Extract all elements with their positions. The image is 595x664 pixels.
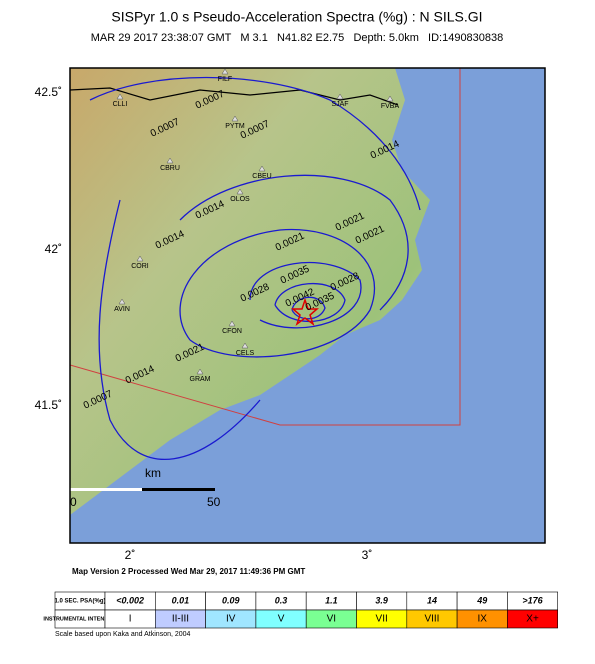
legend-intensity: V [278, 614, 285, 625]
station [258, 165, 266, 172]
legend-psa: >176 [522, 595, 543, 605]
lat-label: 42.5˚ [35, 85, 62, 99]
station [221, 68, 229, 75]
scale-start: 0 [70, 495, 77, 509]
region-outline [70, 68, 461, 426]
scale-note: Scale based upon Kaka and Atkinson, 2004 [55, 631, 191, 638]
contours [89, 76, 421, 460]
legend-psa: <0.002 [116, 595, 144, 605]
station-label: CFON [222, 328, 242, 335]
station [196, 368, 204, 375]
legend-psa: 1.1 [325, 595, 338, 605]
legend-intensity: X+ [526, 614, 539, 625]
title: SISPyr 1.0 s Pseudo-Acceleration Spectra… [111, 9, 482, 25]
station [228, 320, 236, 327]
legend-header: INSTRUMENTAL INTENSITY [43, 616, 116, 622]
station-label: CELS [236, 350, 255, 357]
legend-psa: 0.09 [222, 595, 240, 605]
station-label: CBEU [252, 173, 271, 180]
legend-intensity: VI [327, 614, 336, 625]
station [118, 298, 126, 305]
scale-end: 50 [207, 495, 221, 509]
legend-intensity: VII [376, 614, 388, 625]
legend-intensity: IX [478, 614, 488, 625]
legend-psa: 49 [476, 595, 487, 605]
legend-intensity: I [129, 614, 132, 625]
station [241, 342, 249, 349]
station-label: OLOS [230, 196, 250, 203]
station [231, 115, 239, 122]
land [70, 68, 430, 515]
station [136, 255, 144, 262]
scale-unit: km [145, 466, 161, 480]
station-label: CBRU [160, 165, 180, 172]
station-label: FVBA [381, 103, 400, 110]
scale-bar [70, 488, 142, 491]
station [166, 157, 174, 164]
lat-label: 41.5˚ [35, 398, 62, 412]
legend-psa: 3.9 [375, 595, 388, 605]
station-label: FILF [218, 76, 232, 83]
map-version: Map Version 2 Processed Wed Mar 29, 2017… [72, 567, 305, 576]
epicenter [290, 297, 320, 327]
map-frame [69, 67, 546, 544]
legend-psa: 14 [427, 595, 437, 605]
legend-psa: 0.3 [275, 595, 288, 605]
border [70, 87, 399, 106]
station-label: PYTM [225, 123, 245, 130]
scale-bar [70, 488, 215, 491]
legend-psa: 0.01 [172, 595, 190, 605]
station-label: AVIN [114, 306, 130, 313]
station [386, 95, 394, 102]
station-label: GRAM [190, 376, 211, 383]
legend-swatch [507, 609, 558, 629]
station [236, 188, 244, 195]
legend-intensity: IV [226, 614, 236, 625]
station [336, 93, 344, 100]
lon-label: 2˚ [125, 548, 136, 562]
station-label: SJAF [331, 101, 348, 108]
lon-label: 3˚ [362, 548, 373, 562]
legend-header: 1.0 SEC. PSA(%g) [54, 599, 105, 605]
station-label: CLLI [113, 101, 128, 108]
legend: 1.0 SEC. PSA(%g) INSTRUMENTAL INTENSITY <0… [43, 591, 558, 629]
station-label: CORI [131, 263, 149, 270]
lat-label: 42˚ [45, 242, 62, 256]
subtitle: MAR 29 2017 23:38:07 GMT M 3.1 N41.82 E2… [91, 32, 504, 44]
station [116, 93, 124, 100]
legend-intensity: II-III [172, 614, 189, 625]
legend-intensity: VIII [424, 614, 439, 625]
